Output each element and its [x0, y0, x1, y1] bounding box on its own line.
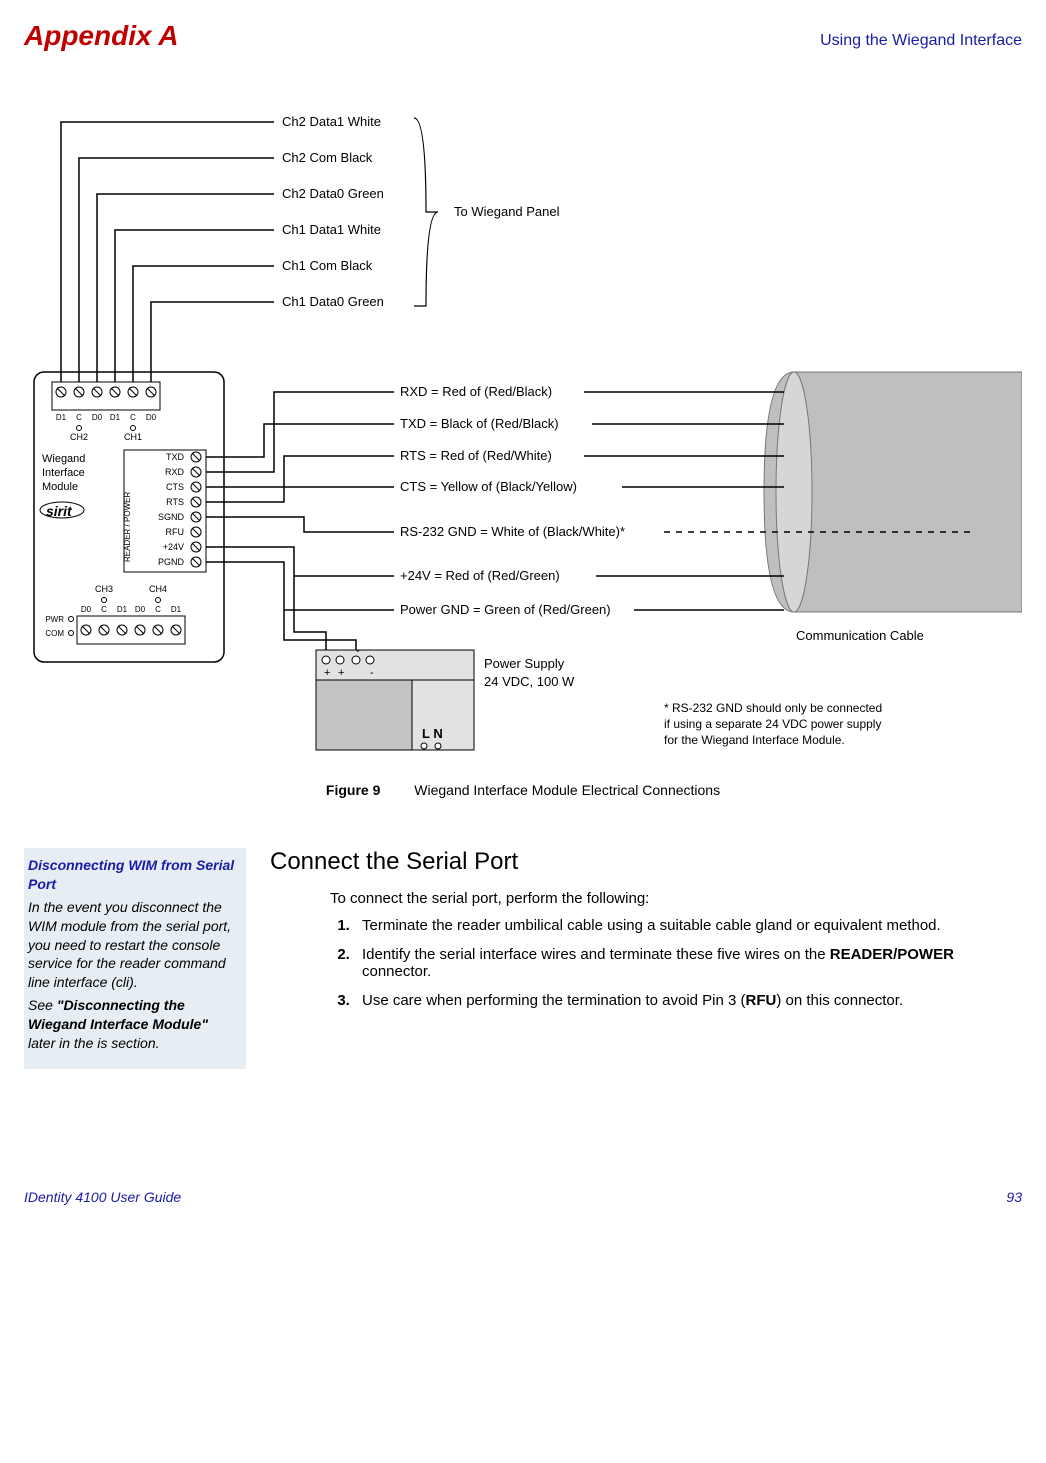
svg-text:if using a separate 24 VDC pow: if using a separate 24 VDC power supply: [664, 717, 881, 731]
svg-text:Power Supply: Power Supply: [484, 656, 565, 671]
svg-text:D0: D0: [92, 413, 103, 422]
svg-text:Ch2 Data1 White: Ch2 Data1 White: [282, 114, 381, 129]
step-item: Terminate the reader umbilical cable usi…: [354, 917, 1022, 934]
footer-page-number: 93: [1006, 1189, 1022, 1205]
svg-text:RXD: RXD: [165, 467, 185, 477]
svg-text:CTS = Yellow of (Black/Yellow): CTS = Yellow of (Black/Yellow): [400, 479, 577, 494]
svg-text:+24V = Red of (Red/Green): +24V = Red of (Red/Green): [400, 568, 560, 583]
svg-text:RTS = Red of (Red/White): RTS = Red of (Red/White): [400, 448, 552, 463]
svg-text:Wiegand: Wiegand: [42, 453, 85, 465]
svg-text:for the Wiegand Interface Modu: for the Wiegand Interface Module.: [664, 733, 845, 747]
svg-text:D0: D0: [146, 413, 157, 422]
svg-text:RFU: RFU: [166, 527, 185, 537]
svg-text:CH3: CH3: [95, 584, 113, 594]
svg-text:Ch1 Com Black: Ch1 Com Black: [282, 258, 373, 273]
svg-text:Ch2 Com Black: Ch2 Com Black: [282, 150, 373, 165]
svg-text:D1: D1: [117, 605, 128, 614]
figure-caption: Figure 9 Wiegand Interface Module Electr…: [24, 782, 1022, 798]
sidebar-note-body: In the event you disconnect the WIM modu…: [28, 898, 238, 992]
svg-text:CH4: CH4: [149, 584, 167, 594]
svg-text:C: C: [155, 605, 161, 614]
step-item: Identify the serial interface wires and …: [354, 946, 1022, 980]
svg-text:COM: COM: [45, 629, 64, 638]
step-list: Terminate the reader umbilical cable usi…: [330, 917, 1022, 1009]
page-header: Appendix A Using the Wiegand Interface: [24, 20, 1022, 52]
svg-text:PWR: PWR: [45, 615, 64, 624]
step-item: Use care when performing the termination…: [354, 992, 1022, 1009]
svg-text:D1: D1: [110, 413, 121, 422]
svg-text:Module: Module: [42, 481, 78, 493]
svg-text:C: C: [76, 413, 82, 422]
wiring-diagram: D1 C D0 D1 C D0 CH2 CH1 Wiegand Interfac…: [24, 92, 1022, 772]
svg-text:D1: D1: [56, 413, 67, 422]
svg-text:TXD = Black of (Red/Black): TXD = Black of (Red/Black): [400, 416, 559, 431]
appendix-title: Appendix A: [24, 20, 179, 52]
section-intro: To connect the serial port, perform the …: [330, 890, 1022, 907]
sidebar-note-see: See "Disconnecting the Wiegand Interface…: [28, 996, 238, 1053]
svg-text:SGND: SGND: [158, 512, 185, 522]
svg-text:CTS: CTS: [166, 482, 184, 492]
svg-text:D1: D1: [171, 605, 182, 614]
svg-text:TXD: TXD: [166, 452, 185, 462]
svg-text:+: +: [338, 667, 344, 679]
figure-caption-text: Wiegand Interface Module Electrical Conn…: [414, 782, 720, 798]
svg-text:CH2: CH2: [70, 432, 88, 442]
diagram-svg: D1 C D0 D1 C D0 CH2 CH1 Wiegand Interfac…: [24, 92, 1022, 772]
svg-text:Power GND = Green of (Red/Gree: Power GND = Green of (Red/Green): [400, 602, 611, 617]
sidebar-note-title: Disconnecting WIM from Serial Port: [28, 856, 238, 894]
svg-text:24 VDC, 100 W: 24 VDC, 100 W: [484, 674, 575, 689]
chapter-title: Using the Wiegand Interface: [820, 32, 1022, 50]
svg-text:C: C: [130, 413, 136, 422]
svg-text:Ch2 Data0 Green: Ch2 Data0 Green: [282, 186, 384, 201]
svg-text:Ch1 Data0 Green: Ch1 Data0 Green: [282, 294, 384, 309]
svg-text:PGND: PGND: [158, 557, 185, 567]
section-heading: Connect the Serial Port: [270, 848, 1022, 876]
svg-text:RTS: RTS: [166, 497, 184, 507]
figure-label: Figure 9: [326, 782, 380, 798]
svg-text:To Wiegand Panel: To Wiegand Panel: [454, 204, 560, 219]
svg-text:* RS-232 GND should only be co: * RS-232 GND should only be connected: [664, 701, 882, 715]
svg-text:L N: L N: [422, 726, 443, 741]
svg-text:RS-232 GND = White of (Black/W: RS-232 GND = White of (Black/White)*: [400, 524, 625, 539]
svg-text:CH1: CH1: [124, 432, 142, 442]
svg-text:Interface: Interface: [42, 467, 85, 479]
svg-text:+: +: [324, 667, 330, 679]
page-footer: IDentity 4100 User Guide 93: [24, 1189, 1022, 1205]
svg-text:D0: D0: [81, 605, 92, 614]
svg-text:RXD = Red of (Red/Black): RXD = Red of (Red/Black): [400, 384, 552, 399]
svg-text:-: -: [370, 667, 374, 679]
sidebar-note: Disconnecting WIM from Serial Port In th…: [24, 848, 246, 1069]
svg-text:C: C: [101, 605, 107, 614]
svg-text:Ch1 Data1 White: Ch1 Data1 White: [282, 222, 381, 237]
footer-doc-title: IDentity 4100 User Guide: [24, 1189, 181, 1205]
svg-text:Communication Cable: Communication Cable: [796, 628, 924, 643]
main-content: Connect the Serial Port To connect the s…: [270, 848, 1022, 1021]
svg-text:READER / POWER: READER / POWER: [123, 492, 132, 562]
svg-text:D0: D0: [135, 605, 146, 614]
svg-text:+24V: +24V: [163, 542, 184, 552]
